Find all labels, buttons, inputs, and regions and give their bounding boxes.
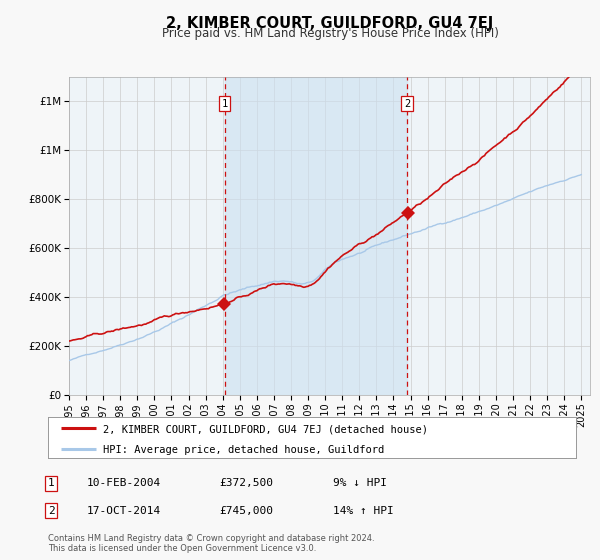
- Text: 1: 1: [47, 478, 55, 488]
- Text: Contains HM Land Registry data © Crown copyright and database right 2024.: Contains HM Land Registry data © Crown c…: [48, 534, 374, 543]
- Text: 2, KIMBER COURT, GUILDFORD, GU4 7EJ (detached house): 2, KIMBER COURT, GUILDFORD, GU4 7EJ (det…: [103, 424, 428, 435]
- Text: £745,000: £745,000: [219, 506, 273, 516]
- Text: 14% ↑ HPI: 14% ↑ HPI: [333, 506, 394, 516]
- Text: 9% ↓ HPI: 9% ↓ HPI: [333, 478, 387, 488]
- Text: 2: 2: [404, 99, 410, 109]
- Text: 10-FEB-2004: 10-FEB-2004: [87, 478, 161, 488]
- Text: 1: 1: [221, 99, 227, 109]
- Text: 2, KIMBER COURT, GUILDFORD, GU4 7EJ: 2, KIMBER COURT, GUILDFORD, GU4 7EJ: [166, 16, 494, 31]
- Text: HPI: Average price, detached house, Guildford: HPI: Average price, detached house, Guil…: [103, 445, 385, 455]
- Text: 17-OCT-2014: 17-OCT-2014: [87, 506, 161, 516]
- Text: £372,500: £372,500: [219, 478, 273, 488]
- Text: 2: 2: [47, 506, 55, 516]
- Text: This data is licensed under the Open Government Licence v3.0.: This data is licensed under the Open Gov…: [48, 544, 316, 553]
- Bar: [224, 77, 407, 395]
- Text: Price paid vs. HM Land Registry's House Price Index (HPI): Price paid vs. HM Land Registry's House …: [161, 27, 499, 40]
